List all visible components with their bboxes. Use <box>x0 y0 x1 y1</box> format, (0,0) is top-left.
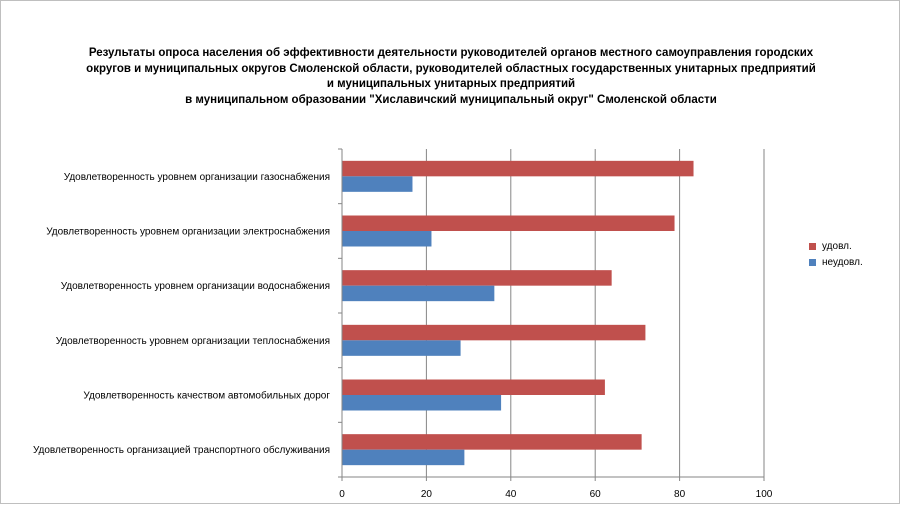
x-tick-label: 80 <box>674 489 686 500</box>
legend-label-satisfied: удовл. <box>822 240 852 252</box>
bar-satisfied <box>342 160 694 177</box>
bar-satisfied <box>342 270 612 286</box>
chart-title-line-2: округов и муниципальных округов Смоленск… <box>86 62 816 75</box>
chart-title: Результаты опроса населения об эффективн… <box>41 46 861 108</box>
chart-title-line-3: и муниципальных унитарных предприятий <box>326 78 576 90</box>
bar-satisfied <box>342 379 605 395</box>
bar-satisfied <box>342 215 675 231</box>
legend-item-satisfied: удовл. <box>809 238 863 254</box>
x-tick-label: 0 <box>339 489 345 500</box>
bar-satisfied <box>342 324 646 341</box>
category-label: Удовлетворенность уровнем организации во… <box>61 280 330 292</box>
legend: удовл. неудовл. <box>809 238 863 270</box>
legend-label-dissatisfied: неудовл. <box>822 256 863 268</box>
category-label: Удовлетворенность уровнем организации те… <box>56 335 330 347</box>
legend-swatch-satisfied <box>809 242 816 250</box>
x-tick-label: 20 <box>421 489 433 500</box>
chart-title-line-4: в муниципальном образовании "Хиславичски… <box>185 93 717 106</box>
bar-dissatisfied <box>342 231 432 247</box>
legend-item-dissatisfied: неудовл. <box>809 254 863 270</box>
category-label: Удовлетворенность уровнем организации эл… <box>46 226 330 238</box>
bar-satisfied <box>342 434 642 450</box>
category-label: Удовлетворенность организацией транспорт… <box>33 444 330 456</box>
x-tick-label: 100 <box>756 489 773 500</box>
legend-swatch-dissatisfied <box>809 258 816 266</box>
bar-dissatisfied <box>342 285 495 302</box>
category-label: Удовлетворенность уровнем организации га… <box>64 171 330 183</box>
bar-dissatisfied <box>342 340 461 356</box>
x-tick-label: 60 <box>590 489 602 500</box>
category-label: Удовлетворенность качеством автомобильны… <box>83 390 330 402</box>
chart-title-line-1: Результаты опроса населения об эффективн… <box>88 47 814 59</box>
x-tick-label: 40 <box>505 489 517 500</box>
bar-dissatisfied <box>342 395 502 411</box>
bar-dissatisfied <box>342 176 413 192</box>
bar-dissatisfied <box>342 449 465 466</box>
